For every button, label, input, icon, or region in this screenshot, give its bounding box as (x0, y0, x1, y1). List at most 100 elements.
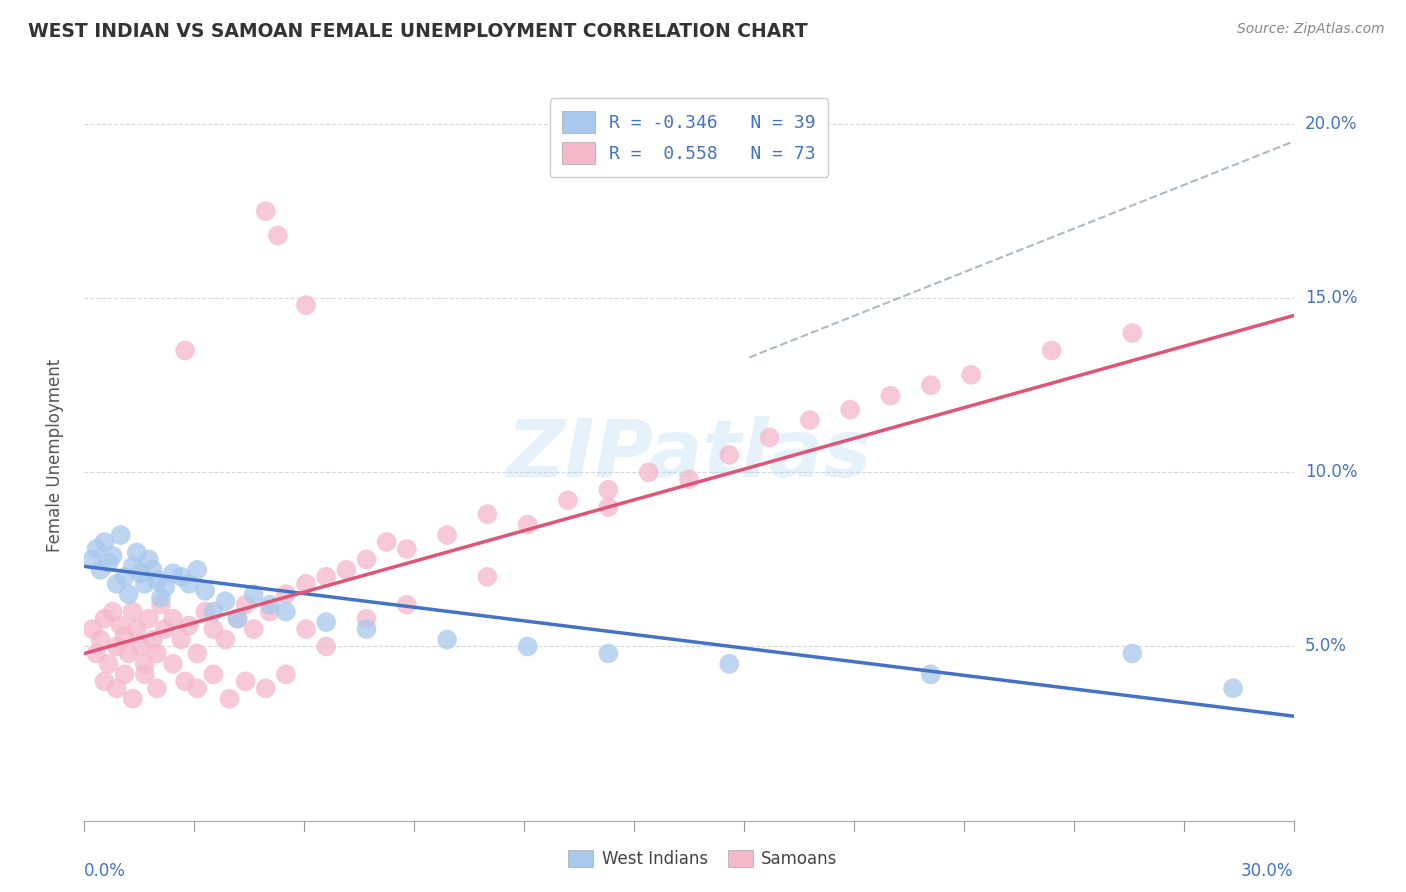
Point (121, 605, 143, 619)
Point (170, 632, 193, 647)
Point (105, 681, 128, 696)
Point (920, 667, 942, 681)
Text: 10.0%: 10.0% (1305, 463, 1357, 482)
Point (799, 413, 821, 427)
Point (214, 632, 236, 647)
Point (218, 691, 240, 706)
Text: WEST INDIAN VS SAMOAN FEMALE UNEMPLOYMENT CORRELATION CHART: WEST INDIAN VS SAMOAN FEMALE UNEMPLOYMEN… (28, 22, 808, 41)
Text: 20.0%: 20.0% (1305, 115, 1357, 133)
Point (718, 657, 741, 671)
Point (142, 632, 165, 647)
Point (93, 674, 115, 689)
Text: 5.0%: 5.0% (1305, 638, 1347, 656)
Point (315, 615, 337, 629)
Point (146, 574, 169, 588)
Point (138, 552, 160, 566)
Point (516, 640, 538, 654)
Point (274, 605, 297, 619)
Text: ZIPatlas: ZIPatlas (506, 416, 872, 494)
Point (356, 552, 378, 566)
Point (214, 594, 236, 608)
Point (436, 528, 458, 542)
Point (242, 587, 264, 601)
Point (259, 598, 281, 612)
Point (142, 563, 165, 577)
Point (678, 472, 700, 486)
Point (477, 507, 499, 521)
Point (89, 632, 111, 647)
Point (86, 541, 108, 556)
Point (758, 430, 780, 444)
Point (295, 298, 318, 312)
Point (375, 535, 398, 549)
Point (295, 576, 318, 591)
Point (235, 598, 257, 612)
Point (295, 622, 318, 636)
Point (149, 591, 172, 605)
Point (118, 587, 141, 601)
Point (138, 612, 160, 626)
Point (1040, 343, 1063, 358)
Point (149, 598, 172, 612)
Point (242, 622, 264, 636)
Point (114, 570, 136, 584)
Point (125, 545, 148, 559)
Point (82, 622, 104, 636)
Point (202, 605, 225, 619)
Text: Source: ZipAtlas.com: Source: ZipAtlas.com (1237, 22, 1385, 37)
Point (179, 618, 201, 632)
Point (93, 535, 115, 549)
Point (125, 622, 148, 636)
Point (134, 576, 156, 591)
Point (879, 389, 901, 403)
Point (146, 681, 169, 696)
Point (89, 563, 111, 577)
Point (477, 570, 499, 584)
Point (110, 618, 132, 632)
Point (118, 647, 141, 661)
Point (93, 612, 115, 626)
Point (1121, 326, 1143, 340)
Point (637, 466, 659, 480)
Point (97, 657, 120, 671)
Point (105, 576, 128, 591)
Point (186, 563, 208, 577)
Point (335, 563, 357, 577)
Point (960, 368, 983, 382)
Point (97, 556, 120, 570)
Point (356, 612, 378, 626)
Point (194, 605, 217, 619)
Point (315, 640, 337, 654)
Point (101, 549, 124, 563)
Point (267, 228, 290, 243)
Point (259, 605, 281, 619)
Point (129, 566, 152, 581)
Point (920, 378, 942, 392)
Point (356, 622, 378, 636)
Text: 0.0%: 0.0% (84, 863, 127, 880)
Point (82, 552, 104, 566)
Text: 15.0%: 15.0% (1305, 289, 1357, 307)
Point (226, 612, 249, 626)
Point (186, 647, 208, 661)
Point (153, 622, 176, 636)
Point (254, 204, 277, 219)
Point (598, 483, 620, 497)
Point (121, 691, 143, 706)
Point (162, 612, 184, 626)
Point (274, 667, 297, 681)
Point (598, 647, 620, 661)
Point (146, 647, 169, 661)
Point (202, 622, 225, 636)
Point (121, 559, 143, 574)
Point (598, 500, 620, 515)
Point (101, 605, 124, 619)
Point (186, 681, 208, 696)
Point (170, 570, 193, 584)
Point (114, 667, 136, 681)
Point (557, 493, 579, 508)
Point (86, 647, 108, 661)
Point (105, 640, 128, 654)
Point (315, 570, 337, 584)
Point (395, 598, 418, 612)
